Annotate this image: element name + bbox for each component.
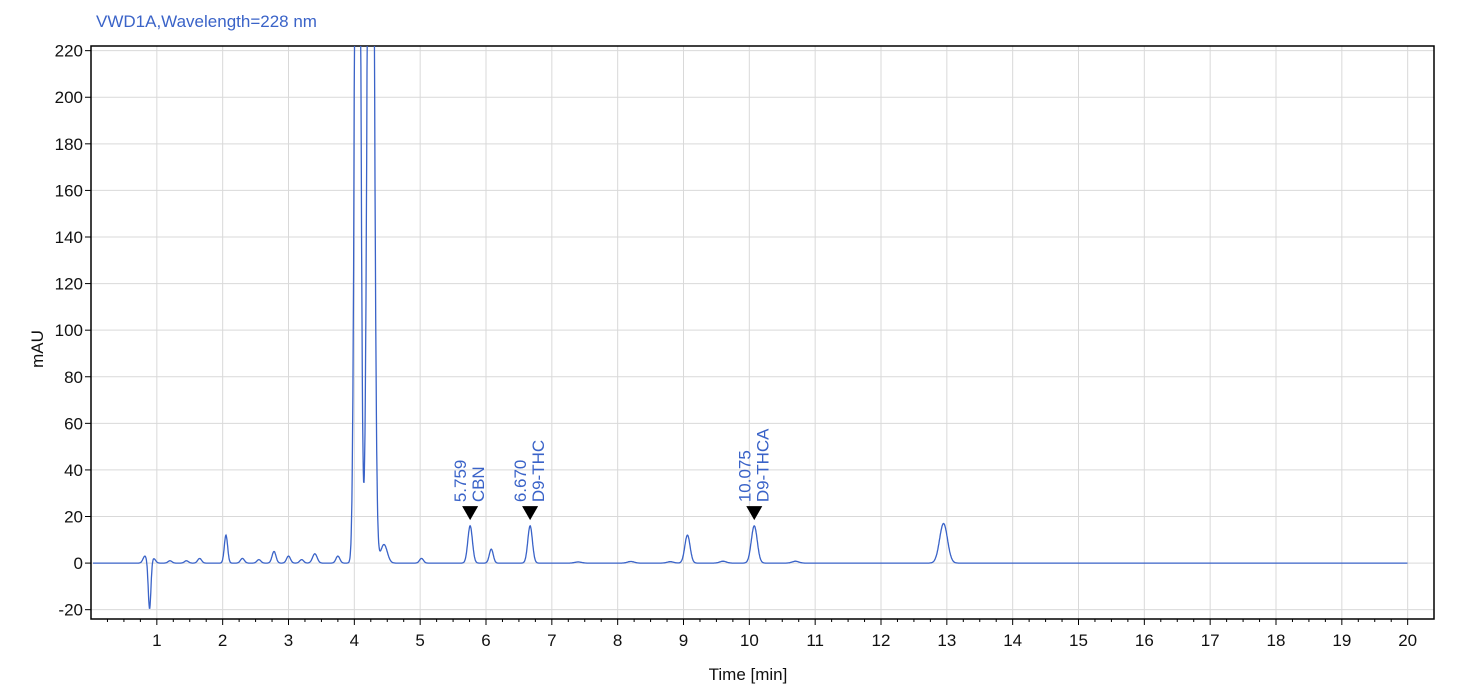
x-axis-label: Time [min] [709, 665, 788, 684]
y-axis: -20 0 20 40 60 80 100 120 140 160 180 200 220 [55, 42, 91, 620]
y-tick-label: 100 [55, 321, 83, 340]
plot-frame [90, 45, 1435, 620]
peak-rt-label: 10.075 [735, 450, 754, 502]
x-tick-label: 11 [806, 631, 824, 650]
peak-marker-icon [462, 506, 479, 521]
x-tick-label: 9 [679, 631, 688, 650]
grid [91, 46, 1434, 619]
y-tick-label: -20 [58, 601, 83, 620]
x-tick-label: 18 [1267, 631, 1286, 650]
y-tick-label: 180 [55, 135, 83, 154]
x-axis: 1 2 3 4 5 6 7 8 9 10 11 12 13 14 15 16 17 18 19 20 [106, 619, 1417, 650]
x-tick-label: 7 [547, 631, 556, 650]
peak-marker-icon [522, 506, 539, 521]
y-tick-label: 140 [55, 228, 83, 247]
x-tick-label: 6 [481, 631, 490, 650]
series-line [93, 46, 1408, 609]
y-tick-label: 220 [55, 42, 83, 61]
x-tick-label: 17 [1201, 631, 1220, 650]
x-tick-label: 10 [740, 631, 759, 650]
chart-title: VWD1A,Wavelength=228 nm [96, 12, 317, 31]
y-tick-label: 200 [55, 88, 83, 107]
x-tick-label: 1 [152, 631, 161, 650]
y-tick-label: 60 [64, 414, 83, 433]
y-tick-label: 80 [64, 368, 83, 387]
y-tick-label: 40 [64, 461, 83, 480]
peak-annotations: 5.759 CBN 6.670 D9-THC 10.075 D9-THCA [451, 428, 772, 521]
peak-compound-label: D9-THCA [753, 428, 772, 502]
x-tick-label: 19 [1332, 631, 1351, 650]
y-tick-label: 0 [74, 554, 83, 573]
x-tick-label: 12 [872, 631, 891, 650]
peak-rt-label: 5.759 [451, 460, 470, 503]
x-tick-label: 5 [415, 631, 424, 650]
x-tick-label: 8 [613, 631, 622, 650]
x-tick-label: 2 [218, 631, 227, 650]
y-axis-label: mAU [28, 330, 47, 368]
peak-compound-label: D9-THC [529, 440, 548, 502]
x-tick-label: 4 [350, 631, 359, 650]
y-tick-label: 20 [64, 508, 83, 527]
peak-rt-label: 6.670 [511, 460, 530, 503]
x-tick-label: 16 [1135, 631, 1154, 650]
x-tick-label: 3 [284, 631, 293, 650]
x-tick-label: 13 [937, 631, 956, 650]
x-tick-label: 20 [1398, 631, 1417, 650]
peak-compound-label: CBN [469, 466, 488, 502]
x-tick-label: 14 [1003, 631, 1022, 650]
y-tick-label: 120 [55, 275, 83, 294]
x-tick-label: 15 [1069, 631, 1088, 650]
y-tick-label: 160 [55, 181, 83, 200]
peak-marker-icon [746, 506, 763, 521]
